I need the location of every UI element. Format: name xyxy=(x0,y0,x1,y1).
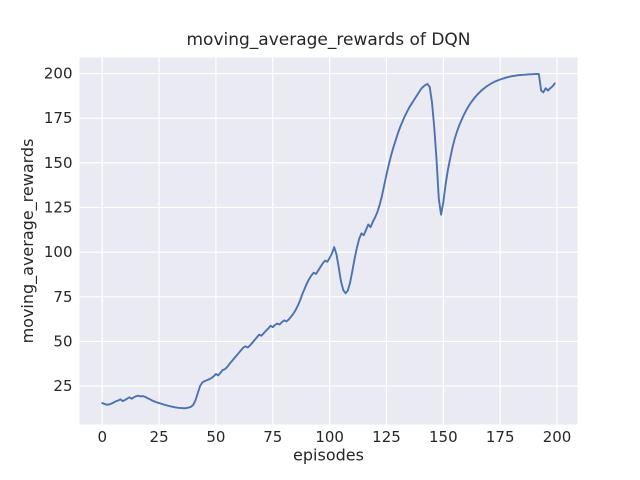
x-tick-label: 0 xyxy=(97,428,107,446)
y-tick-label: 125 xyxy=(44,199,73,217)
x-tick-label: 150 xyxy=(429,428,458,446)
gridlines xyxy=(79,57,578,425)
x-axis-label: episodes xyxy=(293,446,364,465)
x-tick-label: 100 xyxy=(315,428,344,446)
x-tick-label: 175 xyxy=(486,428,515,446)
chart-title: moving_average_rewards of DQN xyxy=(186,30,470,50)
plot-area xyxy=(79,57,578,425)
x-tick-labels: 0 25 50 75 100 125 150 175 200 xyxy=(97,428,571,446)
y-tick-label: 25 xyxy=(53,377,72,395)
y-tick-label: 75 xyxy=(53,288,72,306)
x-tick-label: 50 xyxy=(206,428,225,446)
y-tick-labels: 25 50 75 100 125 150 175 200 xyxy=(44,65,73,396)
y-tick-label: 200 xyxy=(44,65,73,83)
y-axis-label: moving_average_rewards xyxy=(18,139,38,344)
y-tick-label: 50 xyxy=(53,332,72,350)
data-line xyxy=(101,72,556,410)
y-tick-label: 100 xyxy=(44,243,73,261)
x-tick-label: 75 xyxy=(263,428,282,446)
x-tick-label: 25 xyxy=(150,428,169,446)
x-tick-label: 125 xyxy=(372,428,401,446)
y-tick-label: 150 xyxy=(44,154,73,172)
x-tick-label: 200 xyxy=(543,428,572,446)
y-tick-label: 175 xyxy=(44,109,73,127)
